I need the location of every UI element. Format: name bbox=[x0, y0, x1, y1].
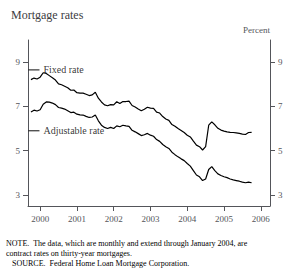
svg-text:2004: 2004 bbox=[178, 214, 197, 224]
svg-text:3: 3 bbox=[278, 190, 283, 200]
svg-text:5: 5 bbox=[278, 146, 283, 156]
svg-text:NOTE. The data, which are mon: NOTE. The data, which are monthly and ex… bbox=[6, 239, 248, 248]
svg-text:Mortgage rates: Mortgage rates bbox=[11, 8, 84, 22]
svg-text:9: 9 bbox=[16, 57, 21, 67]
svg-text:SOURCE. Federal Home Loan Mor: SOURCE. Federal Home Loan Mortgage Corpo… bbox=[6, 259, 189, 268]
svg-text:Fixed rate: Fixed rate bbox=[43, 64, 84, 75]
svg-text:2005: 2005 bbox=[215, 214, 234, 224]
svg-text:Adjustable rate: Adjustable rate bbox=[43, 125, 104, 136]
svg-text:5: 5 bbox=[16, 146, 21, 156]
svg-text:2006: 2006 bbox=[252, 214, 271, 224]
svg-text:Percent: Percent bbox=[243, 25, 270, 35]
svg-text:7: 7 bbox=[278, 101, 283, 111]
svg-text:9: 9 bbox=[278, 57, 283, 67]
svg-text:contract rates on thirty-year: contract rates on thirty-year mortgages. bbox=[6, 249, 132, 258]
svg-text:2001: 2001 bbox=[68, 214, 86, 224]
svg-text:2003: 2003 bbox=[141, 214, 160, 224]
svg-text:7: 7 bbox=[16, 101, 21, 111]
svg-text:2000: 2000 bbox=[31, 214, 50, 224]
svg-text:3: 3 bbox=[16, 190, 21, 200]
svg-text:2002: 2002 bbox=[105, 214, 123, 224]
